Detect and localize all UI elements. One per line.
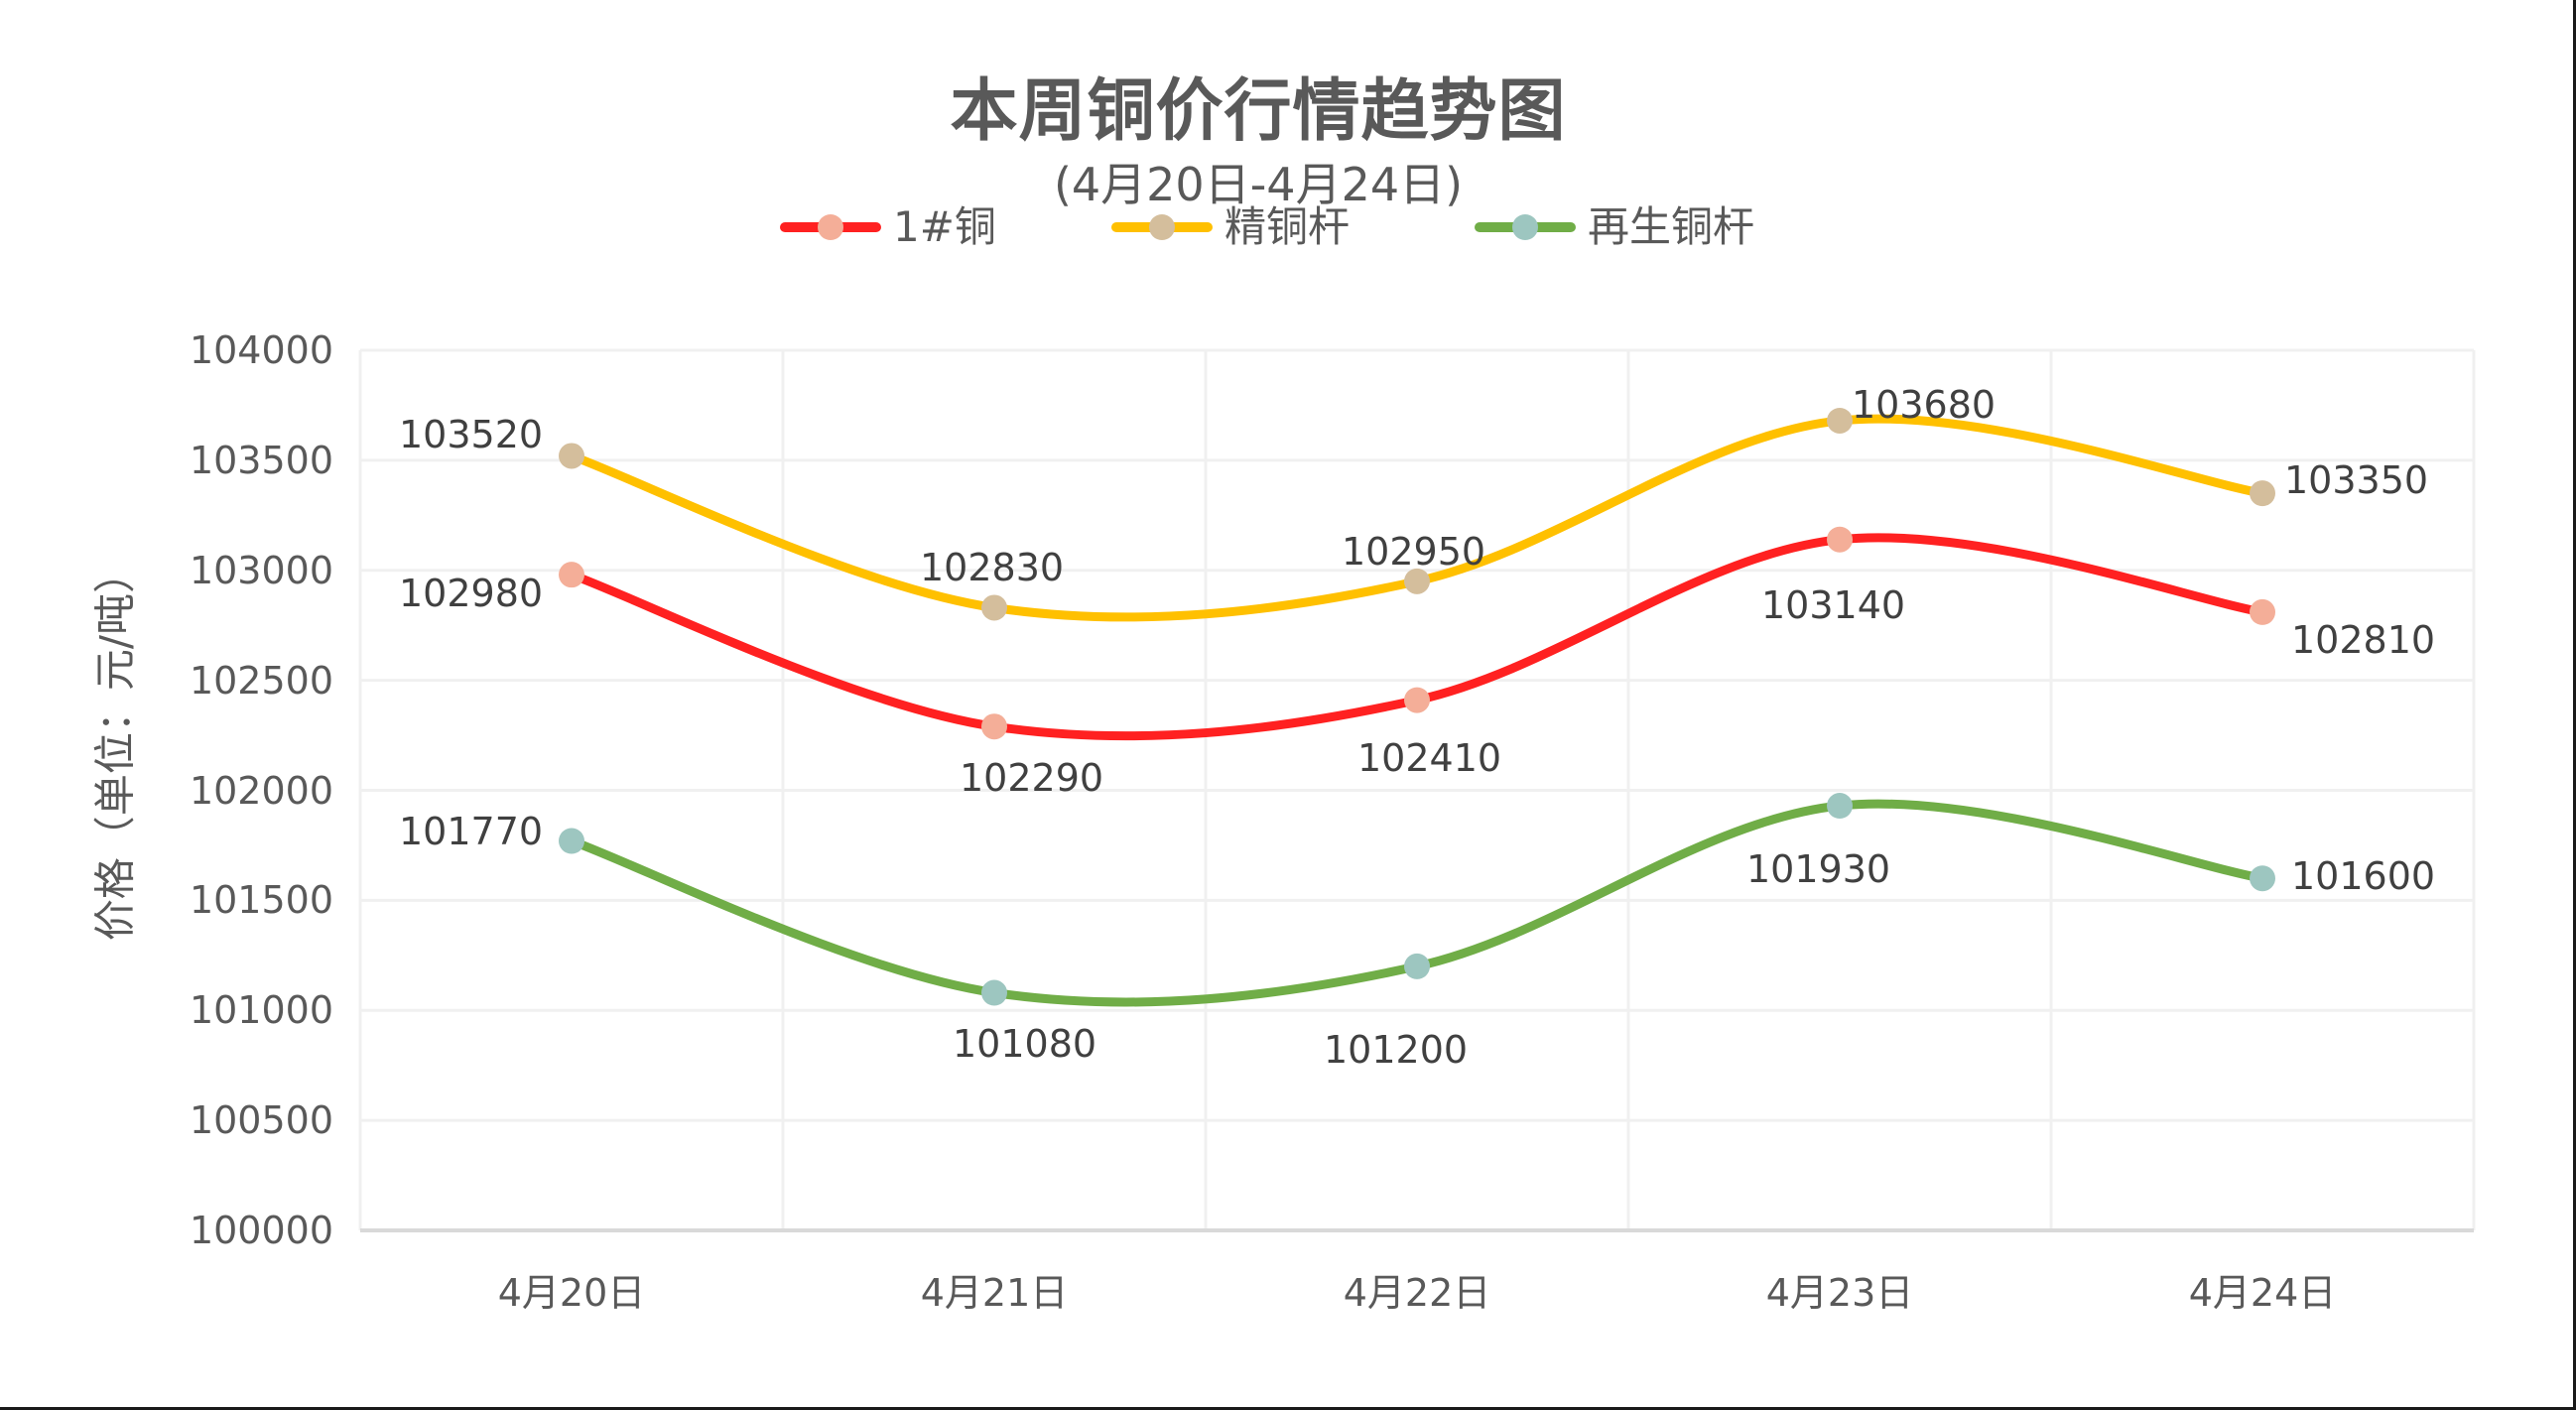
data-label: 102980 xyxy=(399,572,544,615)
data-label: 103350 xyxy=(2284,458,2429,502)
y-tick-label: 102500 xyxy=(189,659,333,703)
y-tick-label: 102000 xyxy=(189,769,333,813)
gridlines xyxy=(358,348,2476,1232)
y-tick-label: 101500 xyxy=(189,878,333,922)
x-tick-label: 4月20日 xyxy=(497,1271,646,1315)
legend-label: 1#铜 xyxy=(893,202,996,251)
data-point-marker[interactable] xyxy=(1827,526,1853,553)
data-label: 101930 xyxy=(1746,847,1891,891)
x-tick-label: 4月24日 xyxy=(2188,1271,2337,1315)
data-point-marker[interactable] xyxy=(2250,598,2275,625)
legend-label: 再生铜杆 xyxy=(1588,202,1755,251)
legend-swatch-icon xyxy=(1475,203,1576,251)
data-point-marker[interactable] xyxy=(1404,953,1430,979)
legend-swatch-icon xyxy=(780,203,881,251)
y-tick-label: 100000 xyxy=(189,1209,333,1252)
data-label: 101080 xyxy=(953,1022,1097,1066)
data-label: 101770 xyxy=(399,810,544,853)
data-point-marker[interactable] xyxy=(2250,865,2275,892)
data-label: 102810 xyxy=(2291,618,2436,662)
data-label: 103520 xyxy=(399,413,544,456)
data-point-marker[interactable] xyxy=(981,979,1007,1006)
y-tick-label: 103000 xyxy=(189,549,333,592)
data-label: 103140 xyxy=(1761,583,1906,627)
data-point-marker[interactable] xyxy=(1404,568,1430,594)
data-point-marker[interactable] xyxy=(981,594,1007,621)
legend-item-1-copper[interactable]: 1#铜 xyxy=(780,203,996,251)
legend-label: 精铜杆 xyxy=(1224,202,1351,251)
y-tick-label: 101000 xyxy=(189,988,333,1032)
y-tick-label: 103500 xyxy=(189,439,333,482)
y-tick-label: 104000 xyxy=(189,328,333,372)
data-point-marker[interactable] xyxy=(1827,407,1853,434)
data-label: 102410 xyxy=(1357,736,1502,780)
chart-subtitle: (4月20日-4月24日) xyxy=(1053,158,1464,211)
x-tick-label: 4月22日 xyxy=(1343,1271,1491,1315)
data-point-marker[interactable] xyxy=(1404,687,1430,713)
y-tick-label: 100500 xyxy=(189,1098,333,1142)
data-label: 102950 xyxy=(1342,530,1486,574)
x-tick-label: 4月21日 xyxy=(920,1271,1069,1315)
data-point-marker[interactable] xyxy=(559,828,584,854)
data-point-marker[interactable] xyxy=(2250,480,2275,507)
data-label: 103680 xyxy=(1852,383,1996,427)
data-point-marker[interactable] xyxy=(1827,793,1853,820)
legend-item-refined-copper-rod[interactable]: 精铜杆 xyxy=(1111,203,1350,251)
series-markers xyxy=(559,407,2275,1006)
data-point-marker[interactable] xyxy=(559,443,584,469)
data-label: 102290 xyxy=(960,756,1104,800)
data-label: 101200 xyxy=(1324,1028,1469,1072)
data-point-marker[interactable] xyxy=(559,562,584,588)
chart-title: 本周铜价行情趋势图 xyxy=(950,72,1567,151)
data-label: 102830 xyxy=(920,546,1065,589)
data-label: 101600 xyxy=(2291,854,2436,898)
legend-item-recycled-copper-rod[interactable]: 再生铜杆 xyxy=(1475,203,1754,251)
data-point-marker[interactable] xyxy=(981,713,1007,740)
x-tick-label: 4月23日 xyxy=(1765,1271,1914,1315)
legend-swatch-icon xyxy=(1111,203,1213,251)
